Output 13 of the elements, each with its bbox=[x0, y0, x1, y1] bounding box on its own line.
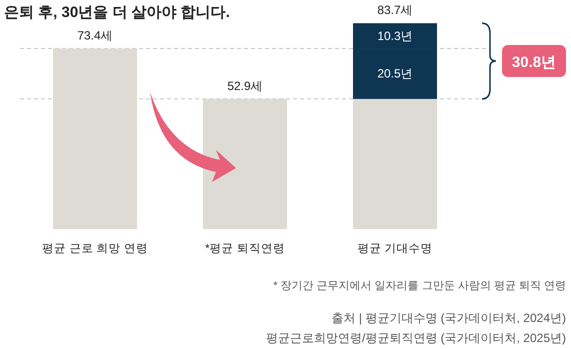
data-label: 73.4세 bbox=[77, 28, 113, 43]
x-tick-label: *평균 퇴직연령 bbox=[205, 243, 285, 255]
source-note: 출처 | 평균기대수명 (국가데이터처, 2024년) bbox=[332, 311, 566, 325]
text: 30.8년 bbox=[512, 54, 556, 72]
x-tick-label: 평균 기대수명 bbox=[357, 243, 433, 255]
total-label: 83.7세 bbox=[377, 3, 413, 18]
data-label: 20.5년 bbox=[377, 66, 413, 81]
x-tick-label: 평균 근로 희망 연령 bbox=[42, 243, 148, 255]
text: 평균근로희망연령/평균퇴직연령 (국가데이터처, 2025년) bbox=[266, 331, 566, 345]
data-label: 10.3년 bbox=[377, 28, 413, 43]
data-label: 52.9세 bbox=[227, 78, 263, 93]
chart-title: 은퇴 후, 30년을 더 살아야 합니다. bbox=[4, 4, 230, 21]
text: * 장기간 근무지에서 일자리를 그만둔 사람의 평균 퇴직 연령 bbox=[273, 280, 566, 292]
